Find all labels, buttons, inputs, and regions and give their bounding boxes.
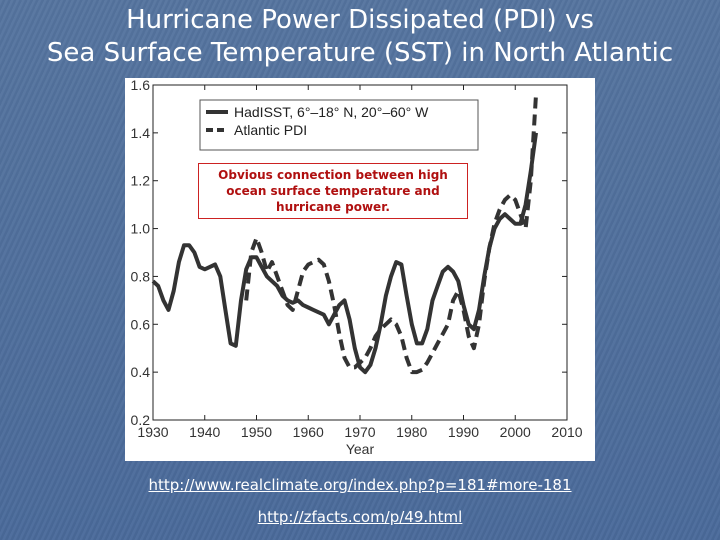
x-tick-label: 1950 — [241, 424, 272, 440]
annotation-box: Obvious connection between high ocean su… — [198, 163, 468, 219]
series-line-pdi — [244, 94, 538, 375]
y-tick-label: 1.2 — [131, 173, 151, 189]
x-tick-label: 2010 — [551, 424, 582, 440]
y-tick-label: 1.6 — [131, 78, 151, 93]
y-tick-label: 1.4 — [131, 125, 151, 141]
annotation-line-2: ocean surface temperature and — [226, 184, 440, 198]
legend-entry: Atlantic PDI — [234, 122, 307, 138]
slide-title: Hurricane Power Dissipated (PDI) vs Sea … — [0, 4, 720, 70]
x-tick-label: 1940 — [189, 424, 220, 440]
line-chart: 0.2 0.4 0.6 0.8 1.0 1.2 1.4 1.6 1930 1940 1950 1960… — [131, 78, 583, 457]
annotation-line-1: Obvious connection between high — [218, 168, 448, 182]
zfacts-link[interactable]: http://zfacts.com/p/49.html — [257, 508, 463, 526]
x-tick-label: 1930 — [137, 424, 168, 440]
legend-box — [199, 99, 479, 151]
x-tick-label: 1980 — [396, 424, 427, 440]
y-tick-label: 0.4 — [131, 364, 151, 380]
x-tick-label: 2000 — [500, 424, 531, 440]
x-axis-label: Year — [346, 441, 375, 457]
y-tick-label: 0.6 — [131, 316, 151, 332]
legend-entry: HadISST, 6°–18° N, 20°–60° W — [234, 104, 429, 120]
title-line-1: Hurricane Power Dissipated (PDI) vs — [126, 5, 594, 35]
x-tick-label: 1970 — [344, 424, 375, 440]
y-tick-label: 1.0 — [131, 221, 151, 237]
y-tick-label: 0.8 — [131, 268, 151, 284]
y-tick-label: 0.2 — [131, 412, 151, 428]
annotation-line-3: hurricane power. — [276, 200, 390, 214]
title-line-2: Sea Surface Temperature (SST) in North A… — [46, 38, 674, 68]
x-tick-label: 1990 — [448, 424, 479, 440]
x-tick-label: 1960 — [293, 424, 324, 440]
series-line-hadisst — [151, 132, 538, 375]
realclimate-link[interactable]: http://www.realclimate.org/index.php?p=1… — [148, 476, 572, 494]
chart-panel: 0.2 0.4 0.6 0.8 1.0 1.2 1.4 1.6 1930 1940 1950 1960… — [125, 78, 595, 461]
